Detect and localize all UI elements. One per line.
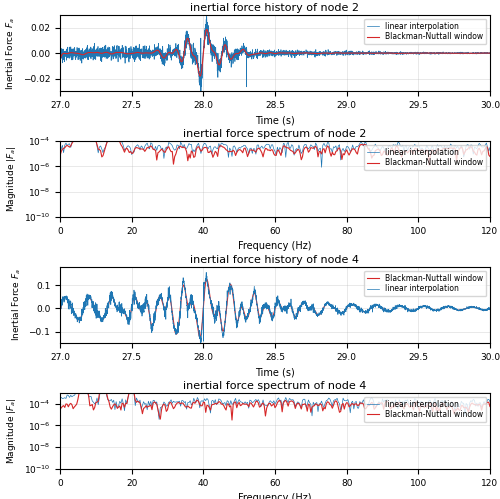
Y-axis label: Magnitude $|F_a|$: Magnitude $|F_a|$ bbox=[6, 398, 18, 464]
linear interpolation bbox=[432, 307, 438, 313]
linear interpolation bbox=[487, 50, 493, 56]
Line: Blackman-Nuttall window: Blackman-Nuttall window bbox=[60, 384, 500, 420]
Line: Blackman-Nuttall window: Blackman-Nuttall window bbox=[60, 29, 490, 76]
linear interpolation bbox=[57, 395, 63, 401]
linear interpolation bbox=[57, 151, 63, 157]
Blackman-Nuttall window bbox=[487, 306, 493, 312]
linear interpolation bbox=[238, 399, 244, 405]
linear interpolation bbox=[203, 269, 209, 275]
Blackman-Nuttall window bbox=[57, 406, 63, 412]
Legend: linear interpolation, Blackman-Nuttall window: linear interpolation, Blackman-Nuttall w… bbox=[364, 397, 486, 422]
X-axis label: Time (s): Time (s) bbox=[255, 367, 295, 377]
X-axis label: Frequency (Hz): Frequency (Hz) bbox=[238, 494, 312, 499]
linear interpolation bbox=[348, 147, 354, 153]
Blackman-Nuttall window bbox=[132, 294, 138, 300]
linear interpolation bbox=[160, 403, 166, 409]
linear interpolation bbox=[308, 401, 314, 407]
Blackman-Nuttall window bbox=[479, 50, 485, 56]
Blackman-Nuttall window bbox=[78, 381, 84, 387]
Line: linear interpolation: linear interpolation bbox=[60, 130, 500, 167]
Blackman-Nuttall window bbox=[197, 334, 203, 340]
Blackman-Nuttall window bbox=[479, 307, 485, 313]
Title: inertial force spectrum of node 4: inertial force spectrum of node 4 bbox=[184, 381, 366, 391]
linear interpolation bbox=[132, 292, 138, 298]
Y-axis label: Magnitude $|F_a|$: Magnitude $|F_a|$ bbox=[6, 146, 18, 213]
linear interpolation bbox=[348, 399, 354, 405]
Blackman-Nuttall window bbox=[57, 57, 63, 63]
linear interpolation bbox=[57, 308, 63, 314]
Legend: Blackman-Nuttall window, linear interpolation: Blackman-Nuttall window, linear interpol… bbox=[364, 270, 486, 296]
Blackman-Nuttall window bbox=[229, 417, 235, 423]
linear interpolation bbox=[236, 145, 242, 151]
linear interpolation bbox=[204, 13, 210, 19]
Legend: linear interpolation, Blackman-Nuttall window: linear interpolation, Blackman-Nuttall w… bbox=[364, 145, 486, 170]
Blackman-Nuttall window bbox=[487, 50, 493, 56]
Blackman-Nuttall window bbox=[57, 308, 63, 314]
linear interpolation bbox=[318, 164, 324, 170]
Blackman-Nuttall window bbox=[158, 146, 164, 152]
linear interpolation bbox=[222, 42, 228, 48]
Y-axis label: Inertial Force $F_a$: Inertial Force $F_a$ bbox=[4, 16, 17, 90]
Y-axis label: Inertial Force $F_a$: Inertial Force $F_a$ bbox=[10, 268, 23, 341]
Blackman-Nuttall window bbox=[222, 42, 228, 48]
linear interpolation bbox=[106, 54, 112, 60]
Title: inertial force history of node 2: inertial force history of node 2 bbox=[190, 3, 360, 13]
Blackman-Nuttall window bbox=[204, 26, 210, 32]
linear interpolation bbox=[198, 98, 203, 104]
Blackman-Nuttall window bbox=[57, 153, 63, 159]
Blackman-Nuttall window bbox=[241, 308, 247, 314]
Blackman-Nuttall window bbox=[241, 47, 247, 53]
Blackman-Nuttall window bbox=[432, 307, 438, 313]
Title: inertial force history of node 4: inertial force history of node 4 bbox=[190, 254, 360, 264]
Blackman-Nuttall window bbox=[472, 149, 478, 155]
linear interpolation bbox=[472, 397, 478, 403]
linear interpolation bbox=[479, 306, 485, 312]
Blackman-Nuttall window bbox=[106, 50, 112, 56]
linear interpolation bbox=[241, 42, 247, 48]
linear interpolation bbox=[132, 48, 138, 54]
X-axis label: Time (s): Time (s) bbox=[255, 116, 295, 126]
linear interpolation bbox=[241, 310, 247, 316]
Blackman-Nuttall window bbox=[238, 403, 244, 409]
linear interpolation bbox=[198, 342, 203, 348]
Line: linear interpolation: linear interpolation bbox=[60, 380, 500, 420]
linear interpolation bbox=[156, 417, 162, 423]
linear interpolation bbox=[87, 127, 93, 133]
linear interpolation bbox=[57, 57, 63, 63]
Line: Blackman-Nuttall window: Blackman-Nuttall window bbox=[60, 133, 500, 165]
Blackman-Nuttall window bbox=[236, 147, 242, 153]
linear interpolation bbox=[472, 144, 478, 150]
Blackman-Nuttall window bbox=[158, 407, 164, 413]
Blackman-Nuttall window bbox=[348, 401, 354, 407]
Blackman-Nuttall window bbox=[132, 50, 138, 56]
linear interpolation bbox=[432, 50, 438, 56]
Line: linear interpolation: linear interpolation bbox=[60, 272, 490, 345]
Blackman-Nuttall window bbox=[472, 402, 478, 408]
X-axis label: Frequency (Hz): Frequency (Hz) bbox=[238, 242, 312, 251]
linear interpolation bbox=[306, 145, 312, 151]
Blackman-Nuttall window bbox=[308, 409, 314, 415]
linear interpolation bbox=[78, 377, 84, 383]
Blackman-Nuttall window bbox=[106, 299, 112, 305]
Blackman-Nuttall window bbox=[306, 148, 312, 154]
linear interpolation bbox=[106, 298, 112, 304]
linear interpolation bbox=[479, 50, 485, 56]
Blackman-Nuttall window bbox=[86, 130, 91, 136]
Blackman-Nuttall window bbox=[222, 318, 228, 324]
Blackman-Nuttall window bbox=[197, 73, 203, 79]
linear interpolation bbox=[158, 147, 164, 153]
Blackman-Nuttall window bbox=[432, 50, 438, 56]
Blackman-Nuttall window bbox=[204, 276, 210, 282]
linear interpolation bbox=[222, 319, 228, 325]
Blackman-Nuttall window bbox=[347, 150, 353, 156]
Blackman-Nuttall window bbox=[426, 162, 432, 168]
Line: linear interpolation: linear interpolation bbox=[60, 16, 490, 101]
Title: inertial force spectrum of node 2: inertial force spectrum of node 2 bbox=[184, 129, 366, 139]
Legend: linear interpolation, Blackman-Nuttall window: linear interpolation, Blackman-Nuttall w… bbox=[364, 19, 486, 44]
linear interpolation bbox=[487, 305, 493, 311]
Line: Blackman-Nuttall window: Blackman-Nuttall window bbox=[60, 279, 490, 337]
